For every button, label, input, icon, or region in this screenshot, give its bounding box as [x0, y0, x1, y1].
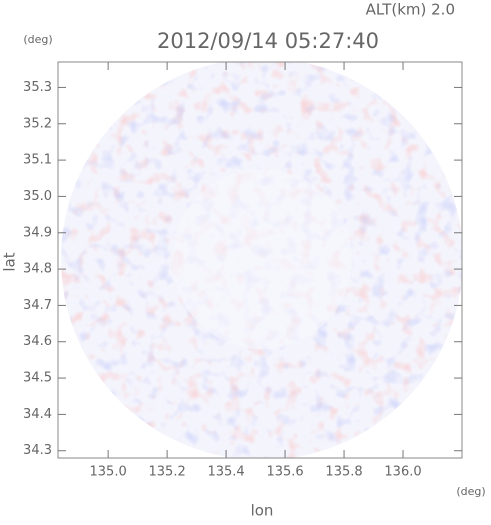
inner-clear-zone: [172, 169, 352, 349]
y-tick-label: 35.2: [23, 116, 52, 131]
x-tick-label: 135.2: [149, 465, 186, 480]
x-tick-label: 135.6: [266, 465, 303, 480]
x-tick-label: 135.0: [90, 465, 127, 480]
y-unit: (deg): [23, 33, 52, 46]
y-tick-label: 34.3: [23, 443, 52, 458]
x-axis-label: lon: [251, 502, 274, 520]
plot-frame: [57, 61, 463, 459]
altitude-label: ALT(km) 2.0: [366, 1, 455, 19]
radar-coverage: [61, 62, 462, 458]
y-axis-label: lat: [1, 252, 19, 271]
y-tick-label: 35.0: [23, 189, 52, 204]
x-tick-label: 135.4: [207, 465, 244, 480]
x-tick-label: 136.0: [384, 465, 421, 480]
chart-title: 2012/09/14 05:27:40: [157, 29, 379, 53]
y-tick-label: 34.9: [23, 225, 52, 240]
x-unit: (deg): [456, 485, 485, 498]
y-tick-label: 35.1: [23, 153, 52, 168]
y-tick-label: 34.8: [23, 262, 52, 277]
x-tick-label: 135.8: [325, 465, 362, 480]
y-tick-label: 34.5: [23, 371, 52, 386]
y-tick-label: 35.3: [23, 80, 52, 95]
y-tick-label: 34.7: [23, 298, 52, 313]
y-tick-label: 34.6: [23, 334, 52, 349]
y-tick-label: 34.4: [23, 407, 52, 422]
